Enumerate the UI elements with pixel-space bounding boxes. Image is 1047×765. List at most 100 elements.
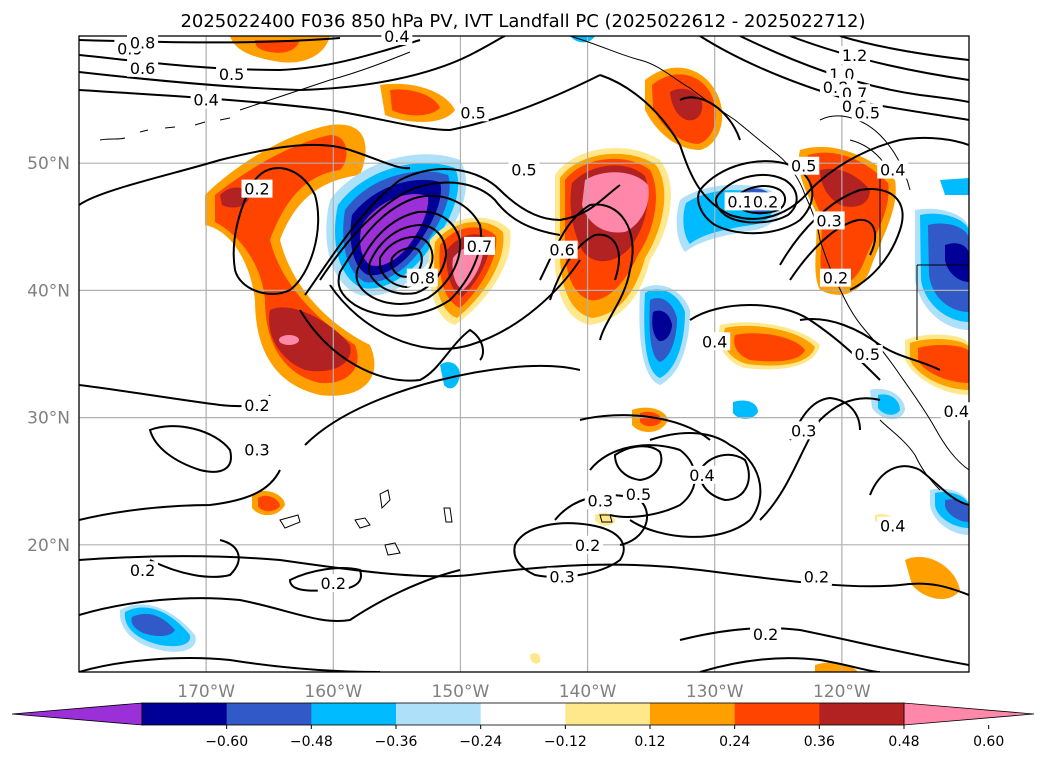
contour-label-bg [800,567,832,586]
contour-label-bg [508,160,540,179]
contour-label-bg [877,160,909,179]
contour-label: 0.5 [626,485,651,504]
colorbar: −0.60 −0.48 −0.36 −0.24 −0.12 0.12 0.24 0.36 0.4… [11,702,1035,750]
contour-label: 0.2 [244,180,269,199]
contour-label-bg [457,103,489,122]
x-tick-label: 140°W [559,682,617,702]
colorbar-outline [141,702,905,726]
contour-label: 0.3 [588,491,613,510]
x-axis-ticks: 170°W 160°W 150°W 140°W 130°W 120°W [177,682,871,702]
positive-max-west [269,307,351,372]
x-tick-label: 170°W [177,682,235,702]
contour-label: 0.3 [549,568,574,587]
contour-label: 0.4 [193,91,218,110]
contour-label-bg [317,573,349,592]
contour-label: 0.2 [575,536,600,555]
colorbar-segment [142,703,228,725]
contour-label: 0.2 [130,561,155,580]
contour-label-bg [241,179,273,198]
contour-label-bg [788,421,820,440]
contour-label-bg [241,440,273,459]
y-tick-label: 20°N [27,536,70,556]
contour-label-bg [724,192,756,211]
contour-label-bg [622,484,654,503]
contour-label-bg [877,516,909,535]
colorbar-segment [480,703,566,725]
contour-label-bg [750,192,782,211]
colorbar-tick-label: −0.60 [205,734,248,750]
contour-label: 0.5 [855,103,880,122]
map-frame [78,35,970,673]
contour-label: 0.3 [791,421,816,440]
colorbar-tick-label: −0.24 [459,734,502,750]
colorbar-tick-label: 0.48 [888,734,919,750]
contour-label: 0.4 [880,161,905,180]
contour-label: 0.2 [753,625,778,644]
contour-label-bg [851,103,883,122]
contour-label-bg [839,46,871,65]
contour-label-bg [813,211,845,230]
x-tick-label: 150°W [432,682,490,702]
contour-label: 0.3 [816,211,841,230]
colorbar-segment [226,703,312,725]
colorbar-extend-high [903,702,1035,726]
contour-label-bg [190,90,222,109]
chart-title: 2025022400 F036 850 hPa PV, IVT Landfall… [180,11,865,32]
contour-label: 0.8 [410,269,435,288]
contour-label-bg [686,465,718,484]
contour-label: 0.4 [944,402,969,421]
contour-label: 0.6 [130,59,155,78]
contour-label-bg [851,345,883,363]
contour-label-bg [572,535,604,554]
y-axis-ticks: 50°N 40°N 30°N 20°N [27,154,70,556]
contour-label: 0.2 [244,396,269,415]
contour-label-bg [241,395,273,414]
colorbar-tick-label: 0.36 [804,734,835,750]
contour-label: 0.1 [727,192,752,211]
contour-label-bg [584,491,616,510]
contour-label-bg [127,561,159,580]
pv-contours [79,36,969,672]
contour-label: 0.6 [549,241,574,260]
contour-label-bg [464,236,495,255]
contour-label: 0.4 [702,332,727,351]
contour-label: 1.2 [842,46,867,65]
y-tick-label: 50°N [27,154,70,174]
contour-label: 0.5 [855,345,880,364]
x-tick-label: 130°W [686,682,744,702]
contour-label-bg [940,402,972,421]
y-tick-label: 40°N [27,281,70,301]
contour-labels: 0.90.80.60.50.40.40.50.50.20.70.60.81.21… [114,27,972,644]
contour-label-bg [750,624,782,643]
contour-label: 0.5 [511,161,536,180]
contour-label-bg [216,65,248,84]
colorbar-tick-label: −0.12 [544,734,587,750]
x-tick-label: 160°W [304,682,362,702]
colorbar-segment [650,703,736,725]
x-tick-label: 120°W [813,682,871,702]
contour-label: 0.7 [467,237,492,256]
contour-label-bg [546,567,578,586]
colorbar-segment [396,703,482,725]
contour-label: 0.4 [384,27,409,46]
contour-label: 0.2 [804,568,829,587]
map-background [79,36,969,672]
contour-label: 0.5 [791,157,816,176]
contour-label: 0.4 [880,517,905,536]
colorbar-segment [734,703,820,725]
contour-label: 0.5 [219,65,244,84]
contour-label-bg [127,58,159,77]
colorbar-extend-low [11,702,143,726]
colorbar-tick-label: −0.48 [290,734,333,750]
contour-label: 0.3 [244,440,269,459]
contour-label: 0.5 [460,103,485,122]
contour-label: 0.2 [823,269,848,288]
colorbar-tick-label: 0.60 [973,734,1004,750]
contour-label-bg [127,33,159,52]
contour-label-bg [820,268,851,287]
colorbar-tick-label: −0.36 [375,734,418,750]
y-tick-label: 30°N [27,409,70,429]
contour-label: 0.2 [753,192,778,211]
contour-label: 0.4 [689,466,714,485]
